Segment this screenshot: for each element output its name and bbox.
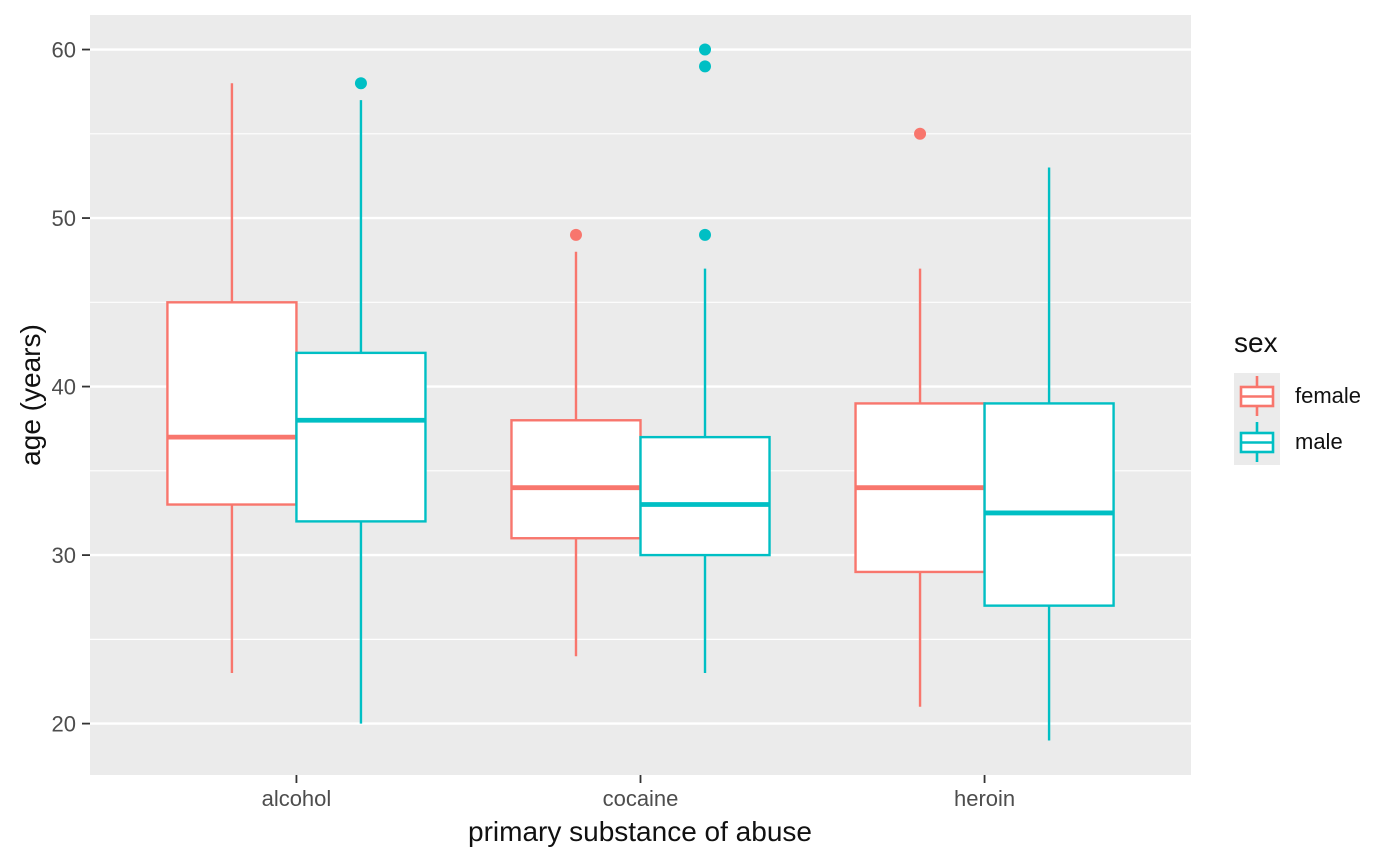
legend-item-female: female	[1234, 373, 1361, 419]
x-tick-label: alcohol	[262, 786, 332, 811]
boxplot-male-cocaine-outlier	[699, 43, 712, 56]
boxplot-male-cocaine-box	[639, 435, 771, 557]
legend-label-male: male	[1295, 429, 1343, 454]
legend-item-male: male	[1234, 419, 1361, 465]
boxplot-female-heroin-outlier	[914, 127, 927, 140]
boxplot-male-alcohol-box	[295, 351, 427, 523]
boxplot-male-alcohol-outlier	[354, 77, 367, 90]
x-axis-title: primary substance of abuse	[468, 816, 812, 847]
boxplot-male-heroin-box	[983, 402, 1115, 607]
y-tick-label: 20	[52, 712, 76, 737]
boxplot-female-cocaine-outlier	[569, 228, 582, 241]
boxplot-female-cocaine-box	[510, 419, 642, 540]
legend-title: sex	[1234, 327, 1278, 358]
y-tick-label: 50	[52, 206, 76, 231]
y-tick-label: 40	[52, 375, 76, 400]
female-boxplot-key-icon	[1234, 373, 1280, 419]
y-axis-title: age (years)	[15, 324, 46, 466]
male-boxplot-key-icon	[1234, 419, 1280, 465]
y-tick-label: 60	[52, 38, 76, 63]
boxplot-male-cocaine-outlier	[699, 228, 712, 241]
x-tick-label: cocaine	[603, 786, 679, 811]
y-tick-label: 30	[52, 543, 76, 568]
legend: sex female male	[1234, 327, 1361, 465]
boxplot-female-alcohol-box	[166, 301, 298, 506]
x-tick-label: heroin	[954, 786, 1015, 811]
boxplot-male-cocaine-outlier	[699, 60, 712, 73]
legend-label-female: female	[1295, 383, 1362, 408]
